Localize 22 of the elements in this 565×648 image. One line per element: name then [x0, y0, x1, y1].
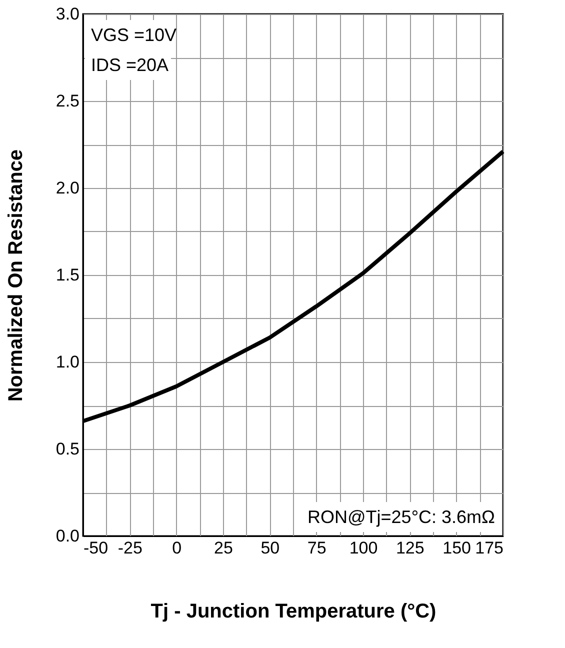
x-tick-label: -50: [84, 538, 108, 558]
y-tick-label: 2.5: [56, 92, 80, 110]
y-tick-label: 0.5: [56, 440, 80, 458]
x-tick-label: -25: [118, 538, 142, 558]
x-tick-label: 25: [214, 538, 233, 558]
x-tick-label: 75: [307, 538, 326, 558]
x-tick-label: 0: [172, 538, 182, 558]
annotation: RON@Tj=25°C: 3.6mΩ: [308, 507, 495, 527]
x-tick-label: 50: [260, 538, 280, 558]
annotation: VGS =10V: [91, 25, 177, 45]
y-axis-title: Normalized On Resistance: [4, 149, 27, 402]
annotation: IDS =20A: [91, 55, 169, 75]
x-axis-title: Tj - Junction Temperature (°C): [150, 600, 436, 622]
y-tick-label: 2.0: [56, 178, 80, 198]
x-tick-label: 150: [442, 538, 472, 558]
y-tick-label: 1.0: [56, 352, 80, 372]
x-tick-label: 100: [349, 538, 378, 558]
y-tick-label: 1.5: [56, 266, 80, 284]
y-tick-label: 3.0: [56, 4, 80, 24]
y-tick-label: 0.0: [56, 526, 80, 546]
x-tick-label: 125: [396, 538, 424, 558]
x-tick-label: 175: [475, 538, 504, 558]
